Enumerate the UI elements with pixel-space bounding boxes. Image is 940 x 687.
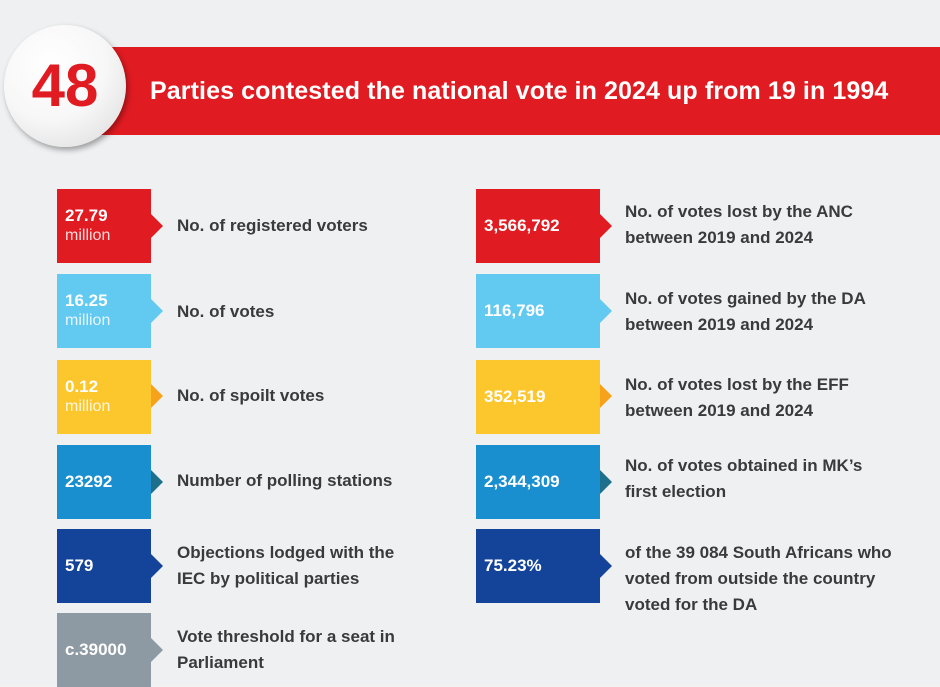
stat-label: of the 39 084 South Africans who voted f… (625, 543, 892, 614)
badge-number: 48 (31, 52, 99, 119)
stat-label: No. of spoilt votes (177, 386, 325, 405)
stat-box-objections: 579 (57, 529, 151, 603)
stat-label: No. of registered voters (177, 216, 368, 235)
stat-value: 75.23% (484, 556, 542, 575)
stat-value: 0.12 (65, 377, 99, 396)
stat-label: No. of votes gained by the DA between 20… (625, 289, 866, 334)
stat-box-eff-votes-lost: 352,519 (476, 360, 600, 434)
pointer-arrow-icon (151, 299, 163, 323)
stat-box-da-votes-gained: 116,796 (476, 274, 600, 348)
number-badge: 48 (4, 25, 126, 147)
stat-label: No. of votes obtained in MK’s first elec… (625, 456, 863, 501)
stat-label: No. of votes lost by the ANC between 201… (625, 202, 853, 247)
stat-unit: million (65, 398, 111, 415)
stat-label: Objections lodged with the IEC by politi… (177, 543, 395, 588)
stat-value: 3,566,792 (484, 216, 560, 235)
stat-box-anc-votes-lost: 3,566,792 (476, 189, 600, 263)
stat-value: 16.25 (65, 291, 108, 310)
pointer-arrow-icon (151, 554, 163, 578)
stat-label: No. of votes (177, 302, 275, 321)
stat-box-registered-voters: 27.79 million (57, 189, 151, 263)
pointer-arrow-icon (600, 554, 612, 578)
stat-box-votes: 16.25 million (57, 274, 151, 348)
pointer-arrow-icon (151, 384, 163, 408)
stat-value: 23292 (65, 472, 113, 491)
stat-value: 352,519 (484, 387, 546, 406)
pointer-arrow-icon (151, 214, 163, 238)
pointer-arrow-icon (151, 638, 163, 662)
stat-value: 27.79 (65, 206, 108, 225)
pointer-arrow-icon (600, 470, 612, 494)
stat-unit: million (65, 312, 111, 329)
pointer-arrow-icon (600, 214, 612, 238)
pointer-arrow-icon (600, 384, 612, 408)
stat-box-mk-votes: 2,344,309 (476, 445, 600, 519)
pointer-arrow-icon (151, 470, 163, 494)
stat-value: 579 (65, 556, 94, 575)
stat-label: Number of polling stations (177, 471, 393, 490)
pointer-arrow-icon (600, 299, 612, 323)
stat-value: c.39000 (65, 640, 127, 659)
stat-label: Vote threshold for a seat in Parliament (177, 627, 395, 672)
stat-label: No. of votes lost by the EFF between 201… (625, 375, 849, 420)
stat-box-vote-threshold: c.39000 (57, 613, 151, 687)
stat-box-polling-stations: 23292 (57, 445, 151, 519)
header-banner (96, 47, 940, 135)
header-title: Parties contested the national vote in 2… (150, 77, 889, 105)
stat-value: 2,344,309 (484, 472, 560, 491)
stat-box-da-abroad: 75.23% (476, 529, 600, 603)
stat-unit: million (65, 227, 111, 244)
stat-box-spoilt-votes: 0.12 million (57, 360, 151, 434)
stat-value: 116,796 (484, 301, 545, 320)
